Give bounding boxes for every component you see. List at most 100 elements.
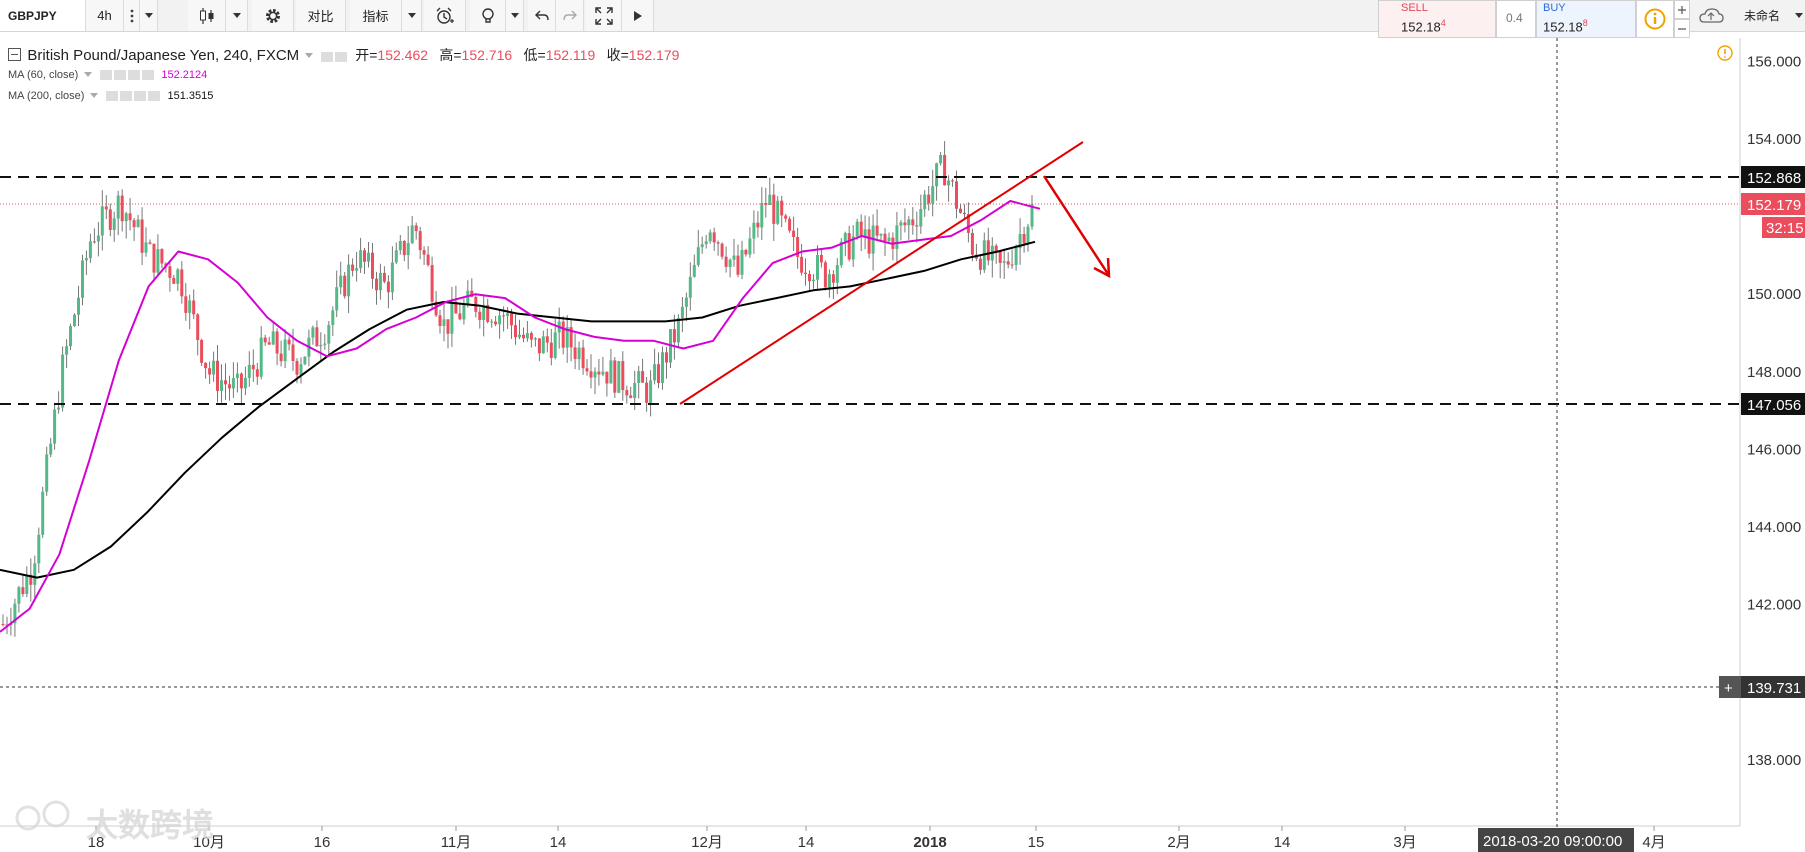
candle-body	[927, 194, 931, 204]
compare-button[interactable]: 对比	[296, 0, 346, 31]
tag-countdown: 32:15	[1766, 220, 1804, 237]
candles-icon	[199, 7, 213, 24]
layout-name-text: 未命名	[1743, 9, 1780, 23]
candle-body	[744, 250, 748, 255]
candle-body	[239, 373, 243, 389]
layout-dropdown[interactable]	[1792, 0, 1805, 31]
chart-style-dropdown[interactable]	[226, 0, 248, 31]
price-axis-label: 142.000	[1747, 597, 1801, 614]
redo-button[interactable]	[556, 0, 584, 31]
candle-body	[645, 382, 649, 403]
candle-body	[45, 454, 49, 492]
sell-button[interactable]: SELL 152.184	[1378, 0, 1496, 38]
collapse-legend-icon[interactable]	[8, 48, 21, 61]
candle-body	[804, 272, 807, 274]
price-axis-label: 156.000	[1747, 53, 1801, 70]
trend-line[interactable]	[679, 141, 1084, 405]
buy-button[interactable]: BUY 152.188	[1536, 0, 1636, 38]
time-axis[interactable]: 18 10月 16 11月 14 12月 14 2018 15 2月 14 3月 4月	[88, 826, 1666, 851]
candle-body	[255, 369, 259, 377]
ma200-legend[interactable]: MA (200, close) 151.3515	[8, 88, 213, 102]
symbol-text: GBPJPY	[8, 8, 57, 23]
candle-body	[573, 347, 577, 360]
main-series-legend[interactable]: British Pound/Japanese Yen, 240, FXCM 开=…	[8, 45, 679, 65]
candle-body	[378, 272, 382, 291]
ma200-line[interactable]	[0, 240, 1036, 579]
candle-body	[808, 274, 811, 282]
caret-down-icon[interactable]	[304, 53, 313, 58]
add-alert-plus[interactable]: +	[1724, 680, 1733, 697]
interval-button[interactable]: 4h	[86, 0, 124, 31]
candle-body	[235, 373, 239, 379]
undo-icon	[534, 10, 549, 20]
layout-name-button[interactable]: 未命名	[1732, 0, 1792, 31]
visibility-icon[interactable]	[320, 51, 333, 62]
chart-style-button[interactable]	[188, 0, 226, 31]
candle-body	[529, 333, 533, 340]
interval-menu-icon[interactable]	[124, 0, 140, 31]
candle-body	[367, 252, 370, 262]
zoom-in-button[interactable]	[1674, 0, 1690, 19]
tag-countdown-bg	[1762, 217, 1805, 238]
time-axis-label: 18	[88, 834, 105, 851]
candle-body	[231, 378, 235, 389]
trade-info-button[interactable]	[1636, 0, 1674, 38]
tag-lower: 147.056	[1747, 397, 1801, 414]
settings-icon[interactable]	[114, 69, 126, 80]
sell-price-text: 152.18	[1401, 19, 1441, 35]
buy-price-text: 152.18	[1543, 19, 1583, 35]
fullscreen-button[interactable]	[586, 0, 622, 31]
remove-icon[interactable]	[148, 90, 161, 101]
add-alert-bg[interactable]	[1719, 676, 1741, 698]
ma60-legend[interactable]: MA (60, close) 152.2124	[8, 67, 207, 81]
candle-body	[386, 281, 390, 293]
high-value: 152.716	[461, 47, 513, 63]
candle-body	[951, 180, 954, 182]
price-axis-label: 150.000	[1747, 286, 1801, 303]
candle-body	[49, 443, 53, 455]
candle-body	[204, 362, 208, 369]
candle-body	[359, 250, 363, 269]
symbol-search-field[interactable]: GBPJPY	[0, 0, 86, 31]
remove-icon[interactable]	[142, 69, 154, 80]
ideas-dropdown[interactable]	[506, 0, 524, 31]
candle-body	[609, 360, 613, 384]
add-icon[interactable]	[128, 69, 140, 80]
candle-body	[287, 339, 291, 345]
candle-body	[847, 233, 851, 260]
candle-body	[736, 255, 740, 275]
candle-body	[537, 338, 541, 354]
visibility-icon[interactable]	[100, 69, 112, 80]
gear-icon	[265, 8, 280, 23]
zoom-out-button[interactable]	[1674, 19, 1690, 38]
alert-button[interactable]	[424, 0, 466, 31]
undo-button[interactable]	[528, 0, 556, 31]
ideas-button[interactable]	[470, 0, 506, 31]
candle-body	[1026, 226, 1030, 244]
down-arrow[interactable]	[1042, 175, 1111, 279]
drawings-layer[interactable]	[0, 38, 1740, 852]
candle-body	[835, 265, 839, 283]
visibility-icon[interactable]	[106, 90, 119, 101]
candle-body	[728, 259, 732, 267]
cloud-save-button[interactable]	[1690, 0, 1732, 31]
time-axis-label: 12月	[691, 834, 723, 851]
caret-down-icon[interactable]	[89, 93, 98, 98]
ma60-line[interactable]	[0, 200, 1041, 633]
caret-down-icon[interactable]	[83, 72, 92, 77]
settings-icon[interactable]	[334, 51, 347, 62]
settings-button[interactable]	[252, 0, 294, 31]
candle-body	[136, 219, 140, 228]
chart-alert-icon[interactable]	[1717, 45, 1733, 61]
tag-upper: 152.868	[1747, 170, 1801, 187]
indicators-dropdown[interactable]	[402, 0, 422, 31]
settings-icon[interactable]	[120, 90, 133, 101]
add-icon[interactable]	[134, 90, 147, 101]
replay-button[interactable]	[622, 0, 654, 31]
candle-body	[108, 209, 112, 230]
indicators-button[interactable]: 指标	[350, 0, 402, 31]
candle-body	[402, 241, 406, 256]
interval-dropdown[interactable]	[140, 0, 158, 31]
candle-body	[319, 344, 323, 347]
